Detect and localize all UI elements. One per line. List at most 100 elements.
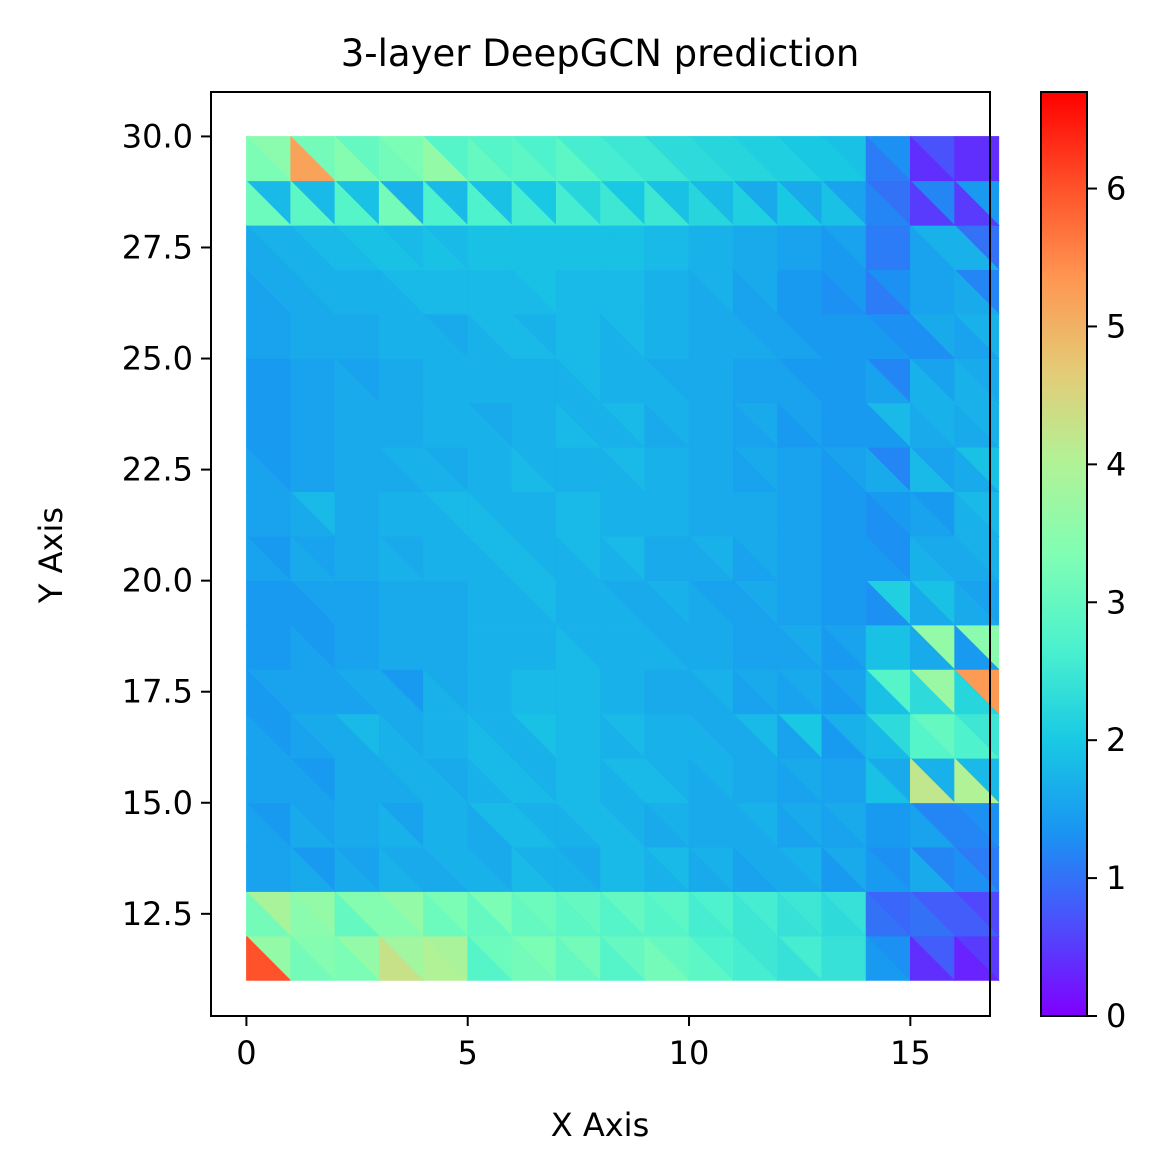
heatmap-triangle: [246, 846, 292, 892]
heatmap-triangle: [954, 446, 1000, 493]
heatmap-triangle: [954, 624, 1000, 670]
heatmap-triangle: [467, 268, 513, 315]
heatmap-triangle: [954, 579, 1000, 626]
heatmap-triangle: [777, 713, 823, 759]
heatmap-triangle: [644, 579, 690, 626]
heatmap-triangle: [511, 357, 557, 404]
heatmap-triangle: [600, 313, 646, 359]
heatmap-triangle: [821, 579, 867, 626]
heatmap-triangle: [954, 180, 1000, 226]
heatmap-triangle: [378, 446, 425, 493]
heatmap-triangle: [555, 357, 602, 404]
x-tick-label: 0: [236, 1034, 256, 1072]
heatmap-triangle: [511, 268, 557, 315]
heatmap-triangle: [246, 313, 292, 359]
heatmap-triangle: [555, 757, 602, 804]
heatmap-triangle: [290, 846, 336, 892]
heatmap-triangle: [423, 624, 469, 670]
heatmap-triangle: [910, 802, 956, 848]
heatmap-triangle: [600, 446, 646, 493]
heatmap-triangle: [821, 135, 867, 182]
heatmap-triangle: [777, 491, 823, 537]
heatmap-triangle: [246, 579, 292, 626]
heatmap-triangle: [334, 579, 380, 626]
heatmap-triangle: [378, 224, 425, 270]
heatmap-triangle: [865, 180, 912, 226]
heatmap-triangle: [600, 624, 646, 670]
heatmap-triangle: [246, 668, 292, 715]
heatmap-triangle: [511, 135, 557, 182]
heatmap-triangle: [334, 846, 380, 892]
heatmap-triangle: [910, 268, 956, 315]
heatmap-triangle: [511, 713, 557, 759]
heatmap-triangle: [865, 757, 912, 804]
heatmap-triangle: [865, 935, 912, 981]
heatmap-triangle: [423, 313, 469, 359]
heatmap-triangle: [777, 180, 823, 226]
heatmap-triangle: [511, 668, 557, 715]
heatmap-triangle: [467, 757, 513, 804]
heatmap-triangle: [290, 313, 336, 359]
heatmap-triangle: [865, 846, 912, 892]
colorbar-tick-label: 3: [1106, 583, 1126, 621]
heatmap-triangle: [290, 757, 336, 804]
heatmap-triangle: [378, 535, 425, 581]
heatmap-triangle: [290, 624, 336, 670]
heatmap-triangle: [423, 446, 469, 493]
heatmap-triangle: [732, 846, 779, 892]
heatmap-triangle: [378, 624, 425, 670]
heatmap-triangle: [423, 757, 469, 804]
heatmap-mesh: [245, 135, 1000, 982]
y-tick-label: 27.5: [122, 228, 193, 266]
heatmap-triangle: [777, 802, 823, 848]
x-tick-label: 5: [458, 1034, 478, 1072]
heatmap-triangle: [555, 579, 602, 626]
heatmap-triangle: [378, 713, 425, 759]
heatmap-triangle: [334, 402, 380, 448]
heatmap-triangle: [555, 846, 602, 892]
heatmap-triangle: [732, 935, 779, 981]
heatmap-triangle: [378, 935, 425, 981]
heatmap-triangle: [732, 313, 779, 359]
heatmap-triangle: [600, 802, 646, 848]
heatmap-triangle: [334, 491, 380, 537]
heatmap-triangle: [334, 357, 380, 404]
heatmap-triangle: [954, 491, 1000, 537]
heatmap-triangle: [954, 268, 1000, 315]
heatmap-triangle: [688, 579, 735, 626]
heatmap-triangle: [821, 713, 867, 759]
heatmap-triangle: [865, 579, 912, 626]
heatmap-triangle: [777, 757, 823, 804]
heatmap-triangle: [423, 668, 469, 715]
heatmap-triangle: [688, 846, 735, 892]
x-axis-ticks: 0 5 10 15: [236, 1016, 931, 1072]
heatmap-triangle: [777, 402, 823, 448]
heatmap-triangle: [821, 402, 867, 448]
heatmap-triangle: [467, 668, 513, 715]
heatmap-triangle: [821, 802, 867, 848]
heatmap-triangle: [555, 313, 602, 359]
heatmap-triangle: [688, 491, 735, 537]
heatmap-triangle: [555, 224, 602, 270]
heatmap-triangle: [954, 890, 1000, 937]
heatmap-triangle: [600, 402, 646, 448]
heatmap-triangle: [246, 890, 292, 937]
heatmap-triangle: [378, 579, 425, 626]
heatmap-triangle: [865, 224, 912, 270]
y-tick-label: 20.0: [122, 562, 193, 600]
heatmap-triangle: [290, 491, 336, 537]
heatmap-triangle: [600, 890, 646, 937]
heatmap-triangle: [865, 135, 912, 182]
heatmap-triangle: [910, 135, 956, 182]
heatmap-triangle: [378, 268, 425, 315]
heatmap-triangle: [467, 313, 513, 359]
heatmap-triangle: [511, 890, 557, 937]
heatmap-triangle: [910, 846, 956, 892]
heatmap-triangle: [732, 224, 779, 270]
heatmap-triangle: [423, 268, 469, 315]
heatmap-triangle: [511, 757, 557, 804]
heatmap-triangle: [246, 491, 292, 537]
y-tick-label: 15.0: [122, 784, 193, 822]
heatmap-triangle: [777, 624, 823, 670]
heatmap-triangle: [910, 491, 956, 537]
